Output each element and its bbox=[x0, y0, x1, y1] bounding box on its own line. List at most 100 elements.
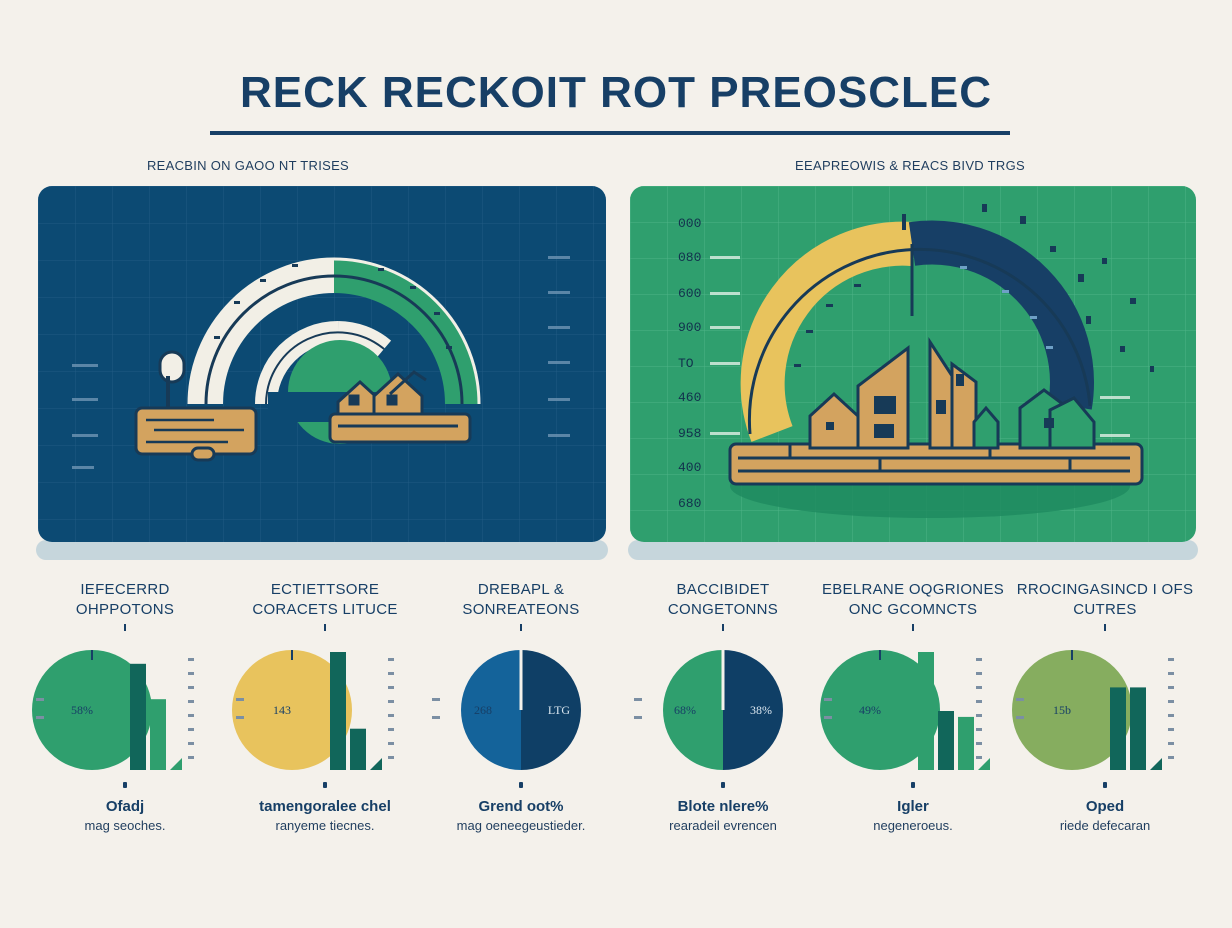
scale-mark bbox=[388, 714, 394, 717]
stat-tile: RROCINGASINCD I OFS CUTRES 15b Oped ried… bbox=[1010, 580, 1200, 840]
scale-mark bbox=[188, 714, 194, 717]
scale-mark bbox=[36, 716, 44, 719]
left-illustration-panel bbox=[38, 186, 606, 542]
tile-title: RROCINGASINCD I OFS CUTRES bbox=[1016, 581, 1194, 618]
scale-mark bbox=[824, 716, 832, 719]
bar bbox=[330, 652, 346, 770]
scale-mark bbox=[388, 700, 394, 703]
scale-mark bbox=[824, 698, 832, 701]
scale-mark bbox=[976, 672, 982, 675]
pie-label: 58% bbox=[71, 703, 93, 717]
scale-mark bbox=[388, 658, 394, 661]
scale-mark bbox=[976, 714, 982, 717]
scale-mark bbox=[1168, 728, 1174, 731]
left-panel-shadow bbox=[36, 540, 608, 560]
tile-chart: 15b bbox=[1012, 650, 1174, 770]
scale-mark bbox=[976, 686, 982, 689]
bar-tail bbox=[170, 758, 182, 770]
bar-tail bbox=[370, 758, 382, 770]
scale-mark bbox=[388, 672, 394, 675]
right-panel-caption: EEAPREOWIS & REACS BIVD TRGS bbox=[795, 158, 1025, 173]
scale-mark bbox=[1016, 716, 1024, 719]
pie-label: 49% bbox=[859, 703, 881, 717]
scale-mark bbox=[1168, 742, 1174, 745]
scale-mark bbox=[188, 756, 194, 759]
tile-subcaption: negeneroeus. bbox=[873, 818, 953, 833]
tile-title: BACCIBIDET CONGETONNS bbox=[667, 581, 779, 618]
tile-tick bbox=[1104, 624, 1106, 631]
tile-marker bbox=[1103, 782, 1107, 788]
scale-mark bbox=[1168, 686, 1174, 689]
pie-label: 15b bbox=[1053, 703, 1071, 717]
tile-subcaption: mag oeneegeustieder. bbox=[456, 818, 586, 833]
tile-title: EBELRANE OQGRIONES ONC GCOMNCTS bbox=[821, 581, 1005, 618]
pie-slice bbox=[32, 650, 152, 770]
scale-mark bbox=[236, 716, 244, 719]
scale-mark bbox=[976, 742, 982, 745]
pie-divider bbox=[519, 650, 523, 710]
pie-tick bbox=[879, 650, 881, 660]
tile-title: DREBAPL & SONREATEONS bbox=[462, 581, 580, 618]
pie-label: 268 bbox=[474, 703, 492, 717]
scale-mark bbox=[388, 756, 394, 759]
left-gauge-illustration bbox=[38, 186, 606, 542]
tile-caption: Igler bbox=[897, 798, 929, 815]
tile-caption: Oped bbox=[1085, 798, 1125, 815]
right-panel-shadow bbox=[628, 540, 1198, 560]
pie-slice bbox=[461, 650, 521, 770]
tile-marker bbox=[519, 782, 523, 788]
stat-tile: BACCIBIDET CONGETONNS 68% 38% Blote nlere… bbox=[628, 580, 818, 840]
stat-tile: EBELRANE OQGRIONES ONC GCOMNCTS 49% Igle… bbox=[818, 580, 1008, 840]
scale-mark bbox=[1168, 672, 1174, 675]
scale-mark bbox=[1016, 698, 1024, 701]
tile-chart: 268 LTG bbox=[432, 650, 581, 770]
scale-mark bbox=[188, 728, 194, 731]
pie-slice bbox=[820, 650, 940, 770]
title-rule bbox=[210, 131, 1010, 135]
y-label: 400 bbox=[678, 460, 702, 475]
scale-mark bbox=[432, 698, 440, 701]
scale-mark bbox=[976, 700, 982, 703]
tile-tick bbox=[912, 624, 914, 631]
bar bbox=[918, 652, 934, 770]
pie-tick bbox=[91, 650, 93, 660]
tile-tick bbox=[324, 624, 326, 631]
pie-slice bbox=[1012, 650, 1132, 770]
tile-chart: 49% bbox=[820, 650, 990, 770]
pie-label: LTG bbox=[548, 703, 571, 717]
tile-title: IEFECERRD OHPPOTONS bbox=[75, 581, 175, 618]
right-gauge-illustration bbox=[630, 186, 1196, 542]
bar bbox=[350, 728, 366, 770]
scale-mark bbox=[1168, 756, 1174, 759]
tile-subcaption: ranyeme tiecnes. bbox=[275, 818, 375, 833]
scale-mark bbox=[432, 716, 440, 719]
scale-mark bbox=[188, 658, 194, 661]
pie-label: 68% bbox=[674, 703, 696, 717]
stat-tile: IEFECERRD OHPPOTONS 58% Ofadj mag seoche… bbox=[30, 580, 220, 840]
scale-mark bbox=[188, 686, 194, 689]
tile-chart: 58% bbox=[32, 650, 194, 770]
bar bbox=[958, 716, 974, 770]
stat-tile: DREBAPL & SONREATEONS 268 LTG Grend oot% … bbox=[426, 580, 616, 840]
pie-divider bbox=[721, 650, 725, 710]
bar bbox=[1110, 687, 1126, 770]
tile-subcaption: mag seoches. bbox=[84, 818, 166, 833]
bar bbox=[1130, 687, 1146, 770]
bar bbox=[150, 699, 166, 770]
right-panel-y-labels: 000 080 600 900 TO 460 958 400 680 bbox=[678, 194, 738, 534]
pie-slice bbox=[663, 650, 723, 770]
tile-chart: 143 bbox=[232, 650, 394, 770]
pie-slice bbox=[232, 650, 352, 770]
scale-mark bbox=[976, 658, 982, 661]
scale-mark bbox=[388, 728, 394, 731]
tile-caption: tamengoralee chel bbox=[259, 798, 391, 815]
scale-mark bbox=[634, 716, 642, 719]
tile-title: ECTIETTSORE CORACETS LITUCE bbox=[252, 581, 398, 618]
tile-marker bbox=[323, 782, 327, 788]
tile-tick bbox=[520, 624, 522, 631]
tile-subcaption: riede defecaran bbox=[1059, 818, 1151, 833]
y-label: 958 bbox=[678, 426, 702, 441]
y-label: 900 bbox=[678, 320, 702, 335]
scale-mark bbox=[236, 698, 244, 701]
scale-mark bbox=[388, 686, 394, 689]
